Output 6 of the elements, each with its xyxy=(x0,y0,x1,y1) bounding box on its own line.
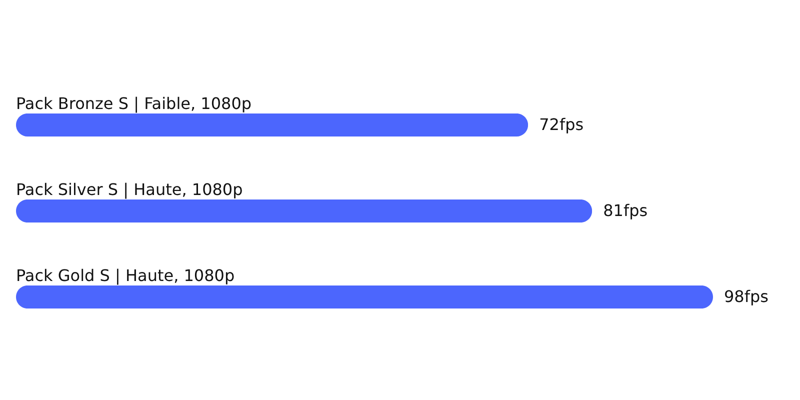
data-label: 81fps xyxy=(603,201,648,220)
y-tick-label: Pack Bronze S | Faible, 1080p xyxy=(16,94,252,113)
data-label: 98fps xyxy=(724,287,768,306)
data-label: 72fps xyxy=(539,115,584,134)
y-tick-label: Pack Silver S | Haute, 1080p xyxy=(16,180,243,199)
y-tick-label: Pack Gold S | Haute, 1080p xyxy=(16,266,235,285)
